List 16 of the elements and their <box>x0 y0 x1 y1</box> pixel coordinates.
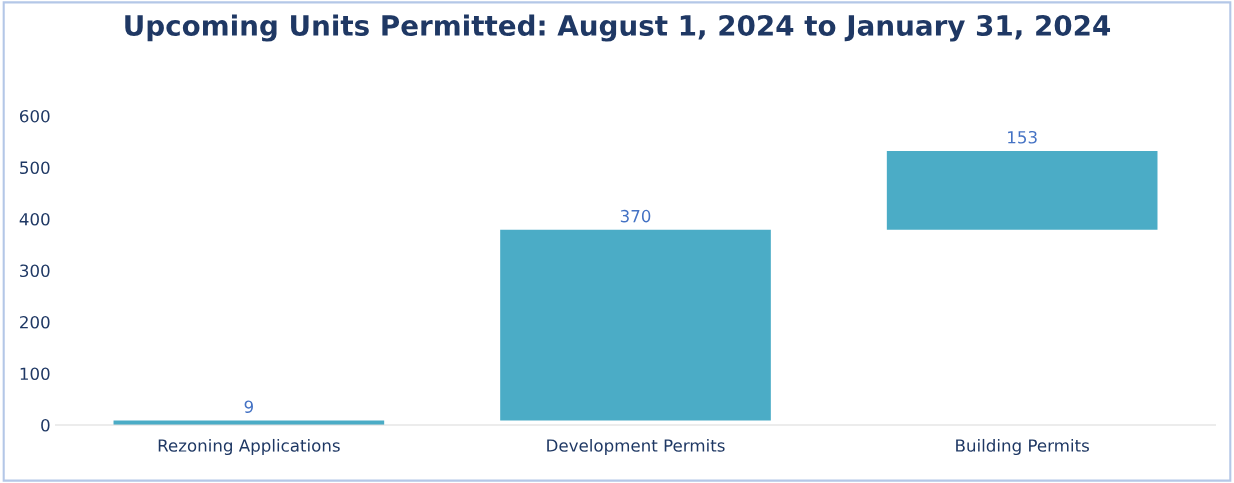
bar <box>886 150 1158 230</box>
data-label: 9 <box>244 400 253 414</box>
bar <box>500 229 771 421</box>
data-label: 153 <box>1008 130 1037 144</box>
x-tick-label: Rezoning Applications <box>158 438 340 456</box>
y-tick-label: 200 <box>20 315 50 329</box>
x-tick-label: Building Permits <box>956 438 1089 456</box>
data-label: 370 <box>620 209 651 223</box>
y-tick-label: 0 <box>41 419 50 432</box>
y-tick-label: 400 <box>19 212 50 226</box>
y-tick-label: 500 <box>20 161 50 175</box>
chart-title: Upcoming Units Permitted: August 1, 2024 to January 31, 2024 <box>125 14 1111 42</box>
y-tick-label: 100 <box>20 367 50 381</box>
y-tick-label: 600 <box>20 109 50 123</box>
x-tick-label: Development Permits <box>547 438 725 456</box>
y-tick-label: 300 <box>20 264 50 278</box>
